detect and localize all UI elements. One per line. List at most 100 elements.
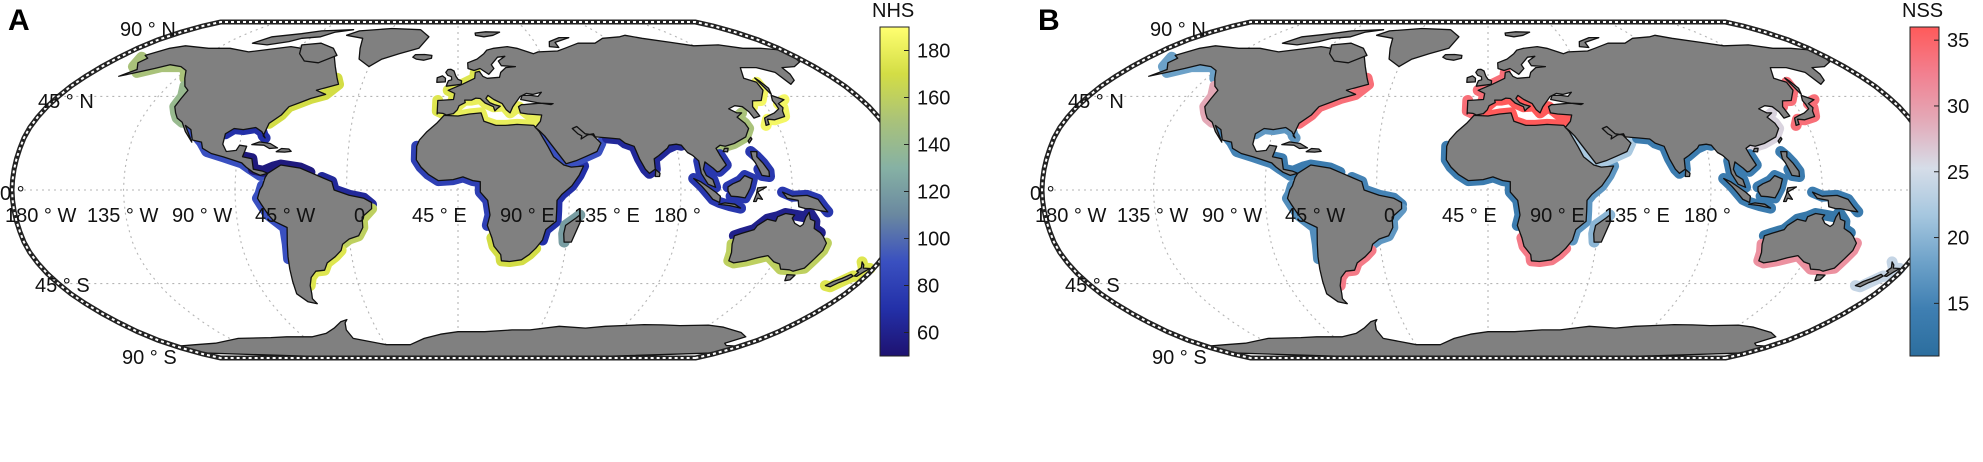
land-hispaniola <box>1305 147 1322 153</box>
land-australia <box>728 211 828 272</box>
land-novaya-zemlya <box>1578 36 1600 49</box>
land-britain <box>1475 68 1493 87</box>
land-sri-lanka <box>1684 168 1691 178</box>
colorbar-tick-label: 15 <box>1947 293 1969 315</box>
colorbar-tick-label: 180 <box>917 41 950 63</box>
land-africa <box>1445 112 1615 263</box>
land-cuba <box>1281 141 1309 150</box>
colorbar-tick-label: 160 <box>917 88 950 110</box>
land-sakhalin <box>1784 77 1802 96</box>
land-japan <box>763 94 786 127</box>
lat-label: 90 ° S <box>122 347 177 369</box>
land-iceland <box>412 53 433 61</box>
lon-label: 90 ° W <box>1202 205 1262 227</box>
colorbar-tick-label: 35 <box>1947 30 1969 52</box>
land-south-america <box>1286 164 1403 305</box>
land-ireland <box>1466 75 1477 83</box>
land-madagascar <box>1593 214 1612 243</box>
panel-label: B <box>1038 4 1060 37</box>
map-panel-b: 90 ° N 45 ° N 0 ° 45 ° S 90 ° S 180 ° W 135 ° … <box>1030 0 1983 462</box>
land-iceland <box>1442 53 1463 61</box>
land-nz-north <box>1883 261 1901 278</box>
lat-label: 45 ° S <box>1065 275 1120 297</box>
colorbar-tick-label: 25 <box>1947 162 1969 184</box>
lon-label: 135 ° W <box>1117 205 1188 227</box>
lon-label: 90 ° W <box>172 205 232 227</box>
land-layer <box>118 27 871 358</box>
colorbar-tick-label: 80 <box>917 276 939 298</box>
land-nz-south <box>824 273 854 288</box>
map-panel-a: 90 ° N 45 ° N 0 ° 45 ° S 90 ° S 180 ° W 135 ° … <box>0 0 990 462</box>
colorbar <box>1909 26 1940 357</box>
land-north-america <box>1148 42 1370 177</box>
land-antarctica <box>1205 318 1777 358</box>
lon-label: 180 ° <box>654 205 701 227</box>
lat-label: 90 ° N <box>120 19 176 41</box>
colorbar-title: NHS <box>872 0 914 22</box>
land-arctic-islands <box>251 29 355 46</box>
land-taiwan <box>747 136 753 144</box>
lon-label: 45 ° W <box>1285 205 1345 227</box>
land-java <box>718 202 742 209</box>
land-layer <box>1148 27 1901 358</box>
land-tasmania <box>1814 274 1826 282</box>
lon-label: 90 ° E <box>500 205 555 227</box>
land-greenland <box>345 27 430 68</box>
land-java <box>1748 202 1772 209</box>
lon-label: 45 ° E <box>412 205 467 227</box>
lon-label: 180 ° W <box>5 205 76 227</box>
land-hispaniola <box>275 147 292 153</box>
map-frame-hatch <box>1040 21 1936 359</box>
lon-label: 90 ° E <box>1530 205 1585 227</box>
meridian-line <box>1152 21 1311 359</box>
land-new-guinea <box>1811 191 1859 213</box>
colorbar-tick-label: 120 <box>917 182 950 204</box>
land-antarctica <box>175 318 747 358</box>
land-philippines <box>1780 150 1801 178</box>
land-sulawesi <box>1782 186 1798 203</box>
lat-label: 90 ° N <box>1150 19 1206 41</box>
lon-label: 180 ° W <box>1035 205 1106 227</box>
land-baffin <box>1328 42 1368 64</box>
land-greenland <box>1375 27 1460 68</box>
land-svalbard <box>474 31 501 38</box>
land-britain <box>445 68 463 87</box>
land-eurasia <box>1466 34 1831 188</box>
colorbar-tick-label: 30 <box>1947 96 1969 118</box>
land-sulawesi <box>752 186 768 203</box>
land-borneo <box>1757 174 1784 199</box>
land-sumatra <box>693 177 722 204</box>
land-new-guinea <box>781 191 829 213</box>
land-cuba <box>251 141 279 150</box>
lat-label: 45 ° N <box>38 91 94 113</box>
land-sumatra <box>1723 177 1752 204</box>
land-sri-lanka <box>654 168 661 178</box>
land-north-america <box>118 42 340 177</box>
land-tasmania <box>784 274 796 282</box>
land-novaya-zemlya <box>548 36 570 49</box>
land-hainan <box>722 147 729 153</box>
lon-label: 180 ° <box>1684 205 1731 227</box>
panel-label: A <box>8 4 30 37</box>
land-ireland <box>436 75 447 83</box>
colorbar-title: NSS <box>1902 0 1943 22</box>
colorbar-tick-label: 60 <box>917 323 939 345</box>
lat-label: 0 ° <box>1030 183 1055 205</box>
map-svg-b: 90 ° N 45 ° N 0 ° 45 ° S 90 ° S 180 ° W 135 ° … <box>1030 0 1969 369</box>
lat-label: 45 ° N <box>1068 91 1124 113</box>
land-australia <box>1758 211 1858 272</box>
land-hainan <box>1752 147 1759 153</box>
land-sakhalin <box>754 77 772 96</box>
lon-label: 0 <box>1384 205 1395 227</box>
land-africa <box>415 112 585 263</box>
land-taiwan <box>1777 136 1783 144</box>
land-japan <box>1793 94 1816 127</box>
lon-label: 135 ° E <box>1604 205 1670 227</box>
lon-label: 135 ° W <box>87 205 158 227</box>
land-baffin <box>298 42 338 64</box>
colorbar-tick-label: 100 <box>917 229 950 251</box>
lon-label: 135 ° E <box>574 205 640 227</box>
lon-label: 45 ° W <box>255 205 315 227</box>
land-madagascar <box>563 214 582 243</box>
land-south-america <box>256 164 373 305</box>
